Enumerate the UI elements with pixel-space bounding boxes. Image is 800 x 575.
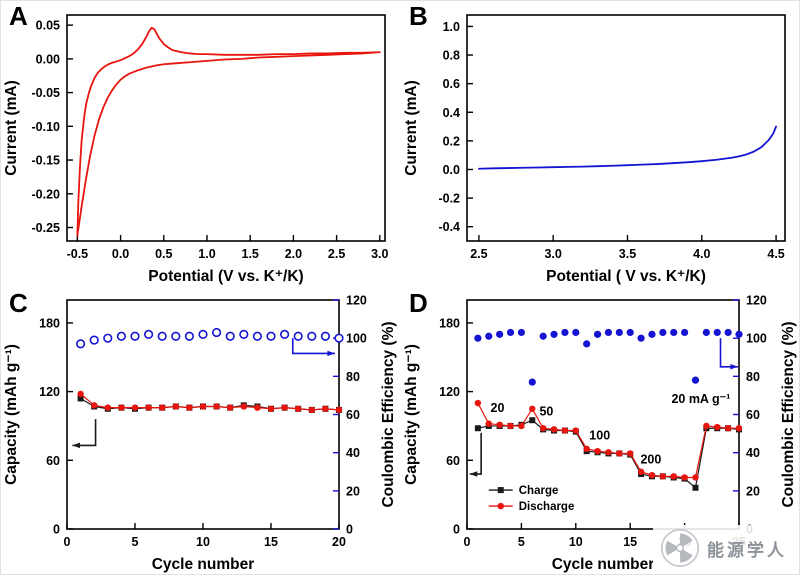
- svg-text:20 mA g⁻¹: 20 mA g⁻¹: [671, 392, 730, 406]
- svg-text:Coulombic Efficiency (%): Coulombic Efficiency (%): [380, 321, 397, 507]
- svg-text:5: 5: [132, 535, 139, 549]
- panel-c-letter: C: [9, 288, 28, 318]
- svg-text:60: 60: [746, 408, 760, 422]
- svg-text:0.0: 0.0: [112, 247, 129, 261]
- svg-text:120: 120: [346, 294, 367, 308]
- svg-text:100: 100: [746, 332, 767, 346]
- svg-text:100: 100: [589, 429, 610, 443]
- svg-text:20: 20: [746, 484, 760, 498]
- svg-text:2.0: 2.0: [285, 247, 302, 261]
- svg-text:10: 10: [569, 535, 583, 549]
- svg-text:15: 15: [264, 535, 278, 549]
- svg-text:50: 50: [539, 405, 553, 419]
- svg-text:80: 80: [746, 370, 760, 384]
- svg-text:40: 40: [346, 446, 360, 460]
- svg-text:1.5: 1.5: [242, 247, 259, 261]
- svg-text:0: 0: [64, 535, 71, 549]
- svg-text:0: 0: [346, 523, 353, 537]
- svg-text:3.5: 3.5: [619, 247, 636, 261]
- svg-text:Current (mA): Current (mA): [3, 80, 20, 176]
- svg-text:2.5: 2.5: [328, 247, 345, 261]
- svg-text:20: 20: [346, 484, 360, 498]
- svg-text:180: 180: [39, 316, 60, 330]
- svg-text:Potential ( V vs. K⁺/K): Potential ( V vs. K⁺/K): [546, 268, 706, 285]
- svg-text:-0.05: -0.05: [32, 86, 61, 100]
- svg-text:80: 80: [346, 370, 360, 384]
- svg-text:0.6: 0.6: [443, 77, 460, 91]
- panel-d-rate-chart: 0510152025060120180020406080100120Cycle …: [403, 294, 797, 574]
- svg-text:0.0: 0.0: [443, 163, 460, 177]
- svg-text:180: 180: [439, 316, 460, 330]
- svg-text:-0.2: -0.2: [438, 192, 460, 206]
- svg-text:0.4: 0.4: [443, 106, 460, 120]
- svg-text:40: 40: [746, 446, 760, 460]
- svg-text:-0.4: -0.4: [438, 220, 460, 234]
- svg-text:20: 20: [491, 401, 505, 415]
- svg-text:60: 60: [46, 454, 60, 468]
- svg-text:120: 120: [39, 385, 60, 399]
- svg-text:0: 0: [453, 523, 460, 537]
- svg-text:60: 60: [346, 408, 360, 422]
- svg-text:3.0: 3.0: [544, 247, 561, 261]
- svg-text:-0.20: -0.20: [32, 187, 61, 201]
- svg-text:200: 200: [640, 453, 661, 467]
- svg-text:2.5: 2.5: [470, 247, 487, 261]
- svg-text:1.0: 1.0: [443, 20, 460, 34]
- svg-text:4.5: 4.5: [767, 247, 784, 261]
- svg-text:3.0: 3.0: [371, 247, 388, 261]
- svg-text:4.0: 4.0: [693, 247, 710, 261]
- panel-b-lsv-chart: 2.5 3.0 3.5 4.0 4.5 1.0 0.8 0.6 0.4 0.2 0.0 -0.2 -0.…: [403, 14, 786, 285]
- svg-text:0.8: 0.8: [443, 49, 460, 63]
- svg-text:10: 10: [196, 535, 210, 549]
- svg-text:0.05: 0.05: [36, 19, 60, 33]
- svg-text:120: 120: [746, 294, 767, 308]
- svg-text:-0.15: -0.15: [32, 154, 61, 168]
- svg-text:Potential (V vs. K⁺/K): Potential (V vs. K⁺/K): [148, 268, 303, 285]
- svg-text:60: 60: [446, 454, 460, 468]
- svg-text:-0.10: -0.10: [32, 120, 61, 134]
- svg-text:Current (mA): Current (mA): [403, 80, 420, 176]
- svg-text:Capacity (mAh g⁻¹): Capacity (mAh g⁻¹): [403, 344, 420, 485]
- svg-text:20: 20: [332, 535, 346, 549]
- panel-d-letter: D: [409, 288, 428, 318]
- panel-a-letter: A: [9, 1, 28, 31]
- svg-text:15: 15: [623, 535, 637, 549]
- svg-text:100: 100: [346, 332, 367, 346]
- svg-text:Coulombic Efficiency (%): Coulombic Efficiency (%): [780, 321, 797, 507]
- panel-d: D 0510152025060120180020406080100120Cycl…: [401, 288, 799, 574]
- panel-a: A -0.5 0.0 0.5 1.0 1.5 2.0 2.5 3.0 0.05 0.00 -0.05…: [1, 1, 401, 288]
- svg-text:1.0: 1.0: [198, 247, 215, 261]
- panel-a-cv-chart: -0.5 0.0 0.5 1.0 1.5 2.0 2.5 3.0 0.05 0.00 -0.05 -0…: [3, 14, 389, 285]
- fan-logo-icon: [660, 528, 700, 568]
- svg-text:Cycle number: Cycle number: [552, 556, 655, 573]
- svg-text:5: 5: [518, 535, 525, 549]
- panel-b: B 2.5 3.0 3.5 4.0 4.5 1.0 0.8 0.6 0.4 0.2 0.0 -0.2 -…: [401, 1, 799, 288]
- svg-text:Cycle number: Cycle number: [152, 556, 255, 573]
- watermark: 能源学人: [653, 525, 794, 571]
- svg-text:0: 0: [53, 523, 60, 537]
- svg-text:Capacity (mAh g⁻¹): Capacity (mAh g⁻¹): [3, 344, 20, 485]
- svg-text:0.5: 0.5: [155, 247, 172, 261]
- svg-text:0.00: 0.00: [36, 52, 60, 66]
- panel-b-letter: B: [409, 1, 428, 31]
- svg-text:-0.5: -0.5: [67, 247, 89, 261]
- svg-text:-0.25: -0.25: [32, 221, 61, 235]
- svg-text:Discharge: Discharge: [519, 501, 575, 513]
- watermark-text: 能源学人: [707, 540, 787, 560]
- svg-text:0.2: 0.2: [443, 134, 460, 148]
- svg-text:0: 0: [464, 535, 471, 549]
- svg-text:120: 120: [439, 385, 460, 399]
- panel-c: C 0 5 10 15 20 0 60 120 180 0 20 40 60 80 100 120 Cycle …: [1, 288, 401, 574]
- svg-text:Charge: Charge: [519, 485, 559, 497]
